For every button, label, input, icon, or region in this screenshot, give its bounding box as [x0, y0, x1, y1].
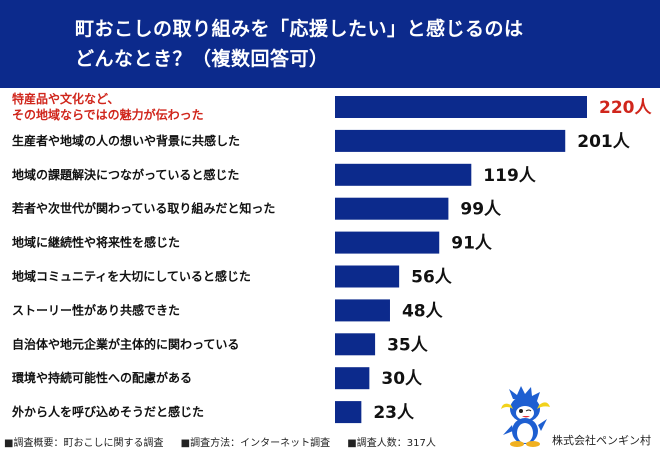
bar — [335, 163, 472, 186]
bar-chart: 220人 特産品や文化など、その地域ならではの魅力が伝わった 201人 生産者や地域の… — [11, 91, 652, 424]
category-label: ストーリー性があり共感できた — [12, 302, 180, 317]
penguin-mascot-icon — [501, 386, 550, 447]
category-label: 地域の課題解決につながっていると感じた — [12, 167, 239, 182]
bar — [335, 367, 370, 390]
footer-item: ■調査概要：町おこしに関する調査 — [4, 438, 164, 449]
value-label: 30人 — [381, 369, 423, 389]
bar — [335, 129, 566, 152]
bar — [335, 401, 362, 424]
company-name: 株式会社ペンギン村 — [552, 434, 651, 447]
value-label: 48人 — [402, 301, 444, 321]
bar — [335, 96, 587, 118]
value-label: 220人 — [599, 98, 652, 118]
bar — [335, 265, 400, 288]
bar — [335, 299, 390, 322]
value-label: 201人 — [577, 132, 630, 152]
header-banner: 町おこしの取り組みを「応援したい」と感じるのは どんなとき？（複数回答可） — [0, 0, 660, 88]
bar — [335, 231, 440, 254]
category-label: 環境や持続可能性への配慮がある — [12, 370, 192, 385]
category-label: 外から人を呼び込めそうだと感じた — [12, 404, 204, 419]
title-line-2: どんなとき？（複数回答可） — [75, 48, 329, 70]
survey-footer: ■調査概要：町おこしに関する調査 ■調査方法：インターネット調査 ■調査人数：3… — [4, 434, 450, 449]
value-label: 56人 — [411, 268, 453, 288]
category-label: 生産者や地域の人の想いや背景に共感した — [12, 133, 240, 148]
footer-item: ■調査方法：インターネット調査 — [180, 438, 331, 449]
value-label: 119人 — [483, 166, 536, 186]
value-label: 35人 — [387, 335, 429, 355]
category-label: 地域に継続性や将来性を感じた — [12, 235, 180, 250]
category-label: 特産品や文化など、 — [12, 91, 119, 106]
chart-title: 町おこしの取り組みを「応援したい」と感じるのは どんなとき？（複数回答可） — [75, 14, 635, 74]
category-label: 若者や次世代が関わっている取り組みだと知った — [11, 201, 275, 216]
title-line-1: 町おこしの取り組みを「応援したい」と感じるのは — [75, 18, 524, 40]
value-label: 99人 — [460, 200, 502, 220]
value-label: 23人 — [373, 403, 415, 423]
bar — [335, 197, 449, 220]
bar — [335, 333, 376, 356]
category-label: その地域ならではの魅力が伝わった — [12, 107, 204, 122]
category-label: 自治体や地元企業が主体的に関わっている — [12, 336, 239, 351]
value-label: 91人 — [451, 234, 493, 254]
category-label: 地域コミュニティを大切にしていると感じた — [12, 269, 251, 284]
footer-item: ■調査人数：317人 — [347, 438, 436, 449]
